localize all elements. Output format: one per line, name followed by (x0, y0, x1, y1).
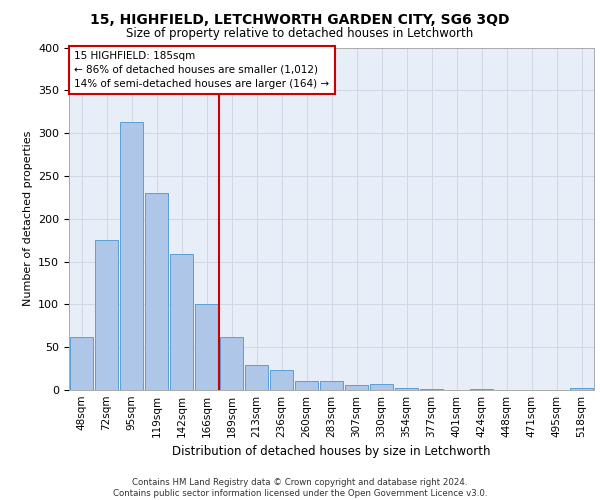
Bar (270, 370, 293, 390)
Bar (95, 240, 118, 390)
Bar (570, 388, 593, 390)
Bar (120, 122, 143, 390)
Bar (295, 382, 318, 390)
Bar (145, 193, 168, 390)
Text: Contains HM Land Registry data © Crown copyright and database right 2024.
Contai: Contains HM Land Registry data © Crown c… (113, 478, 487, 498)
Bar (370, 384, 393, 390)
Bar (345, 385, 368, 390)
Bar (470, 389, 493, 390)
X-axis label: Distribution of detached houses by size in Letchworth: Distribution of detached houses by size … (172, 446, 491, 458)
Bar (420, 389, 443, 390)
Bar (195, 304, 218, 390)
Bar (395, 388, 418, 390)
Text: 15 HIGHFIELD: 185sqm
← 86% of detached houses are smaller (1,012)
14% of semi-de: 15 HIGHFIELD: 185sqm ← 86% of detached h… (74, 51, 329, 89)
Bar (220, 337, 243, 390)
Bar (320, 380, 343, 390)
Bar (245, 365, 268, 390)
Text: 15, HIGHFIELD, LETCHWORTH GARDEN CITY, SG6 3QD: 15, HIGHFIELD, LETCHWORTH GARDEN CITY, S… (90, 12, 510, 26)
Y-axis label: Number of detached properties: Number of detached properties (23, 131, 32, 306)
Text: Size of property relative to detached houses in Letchworth: Size of property relative to detached ho… (127, 28, 473, 40)
Bar (70, 337, 93, 390)
Bar (170, 254, 193, 390)
